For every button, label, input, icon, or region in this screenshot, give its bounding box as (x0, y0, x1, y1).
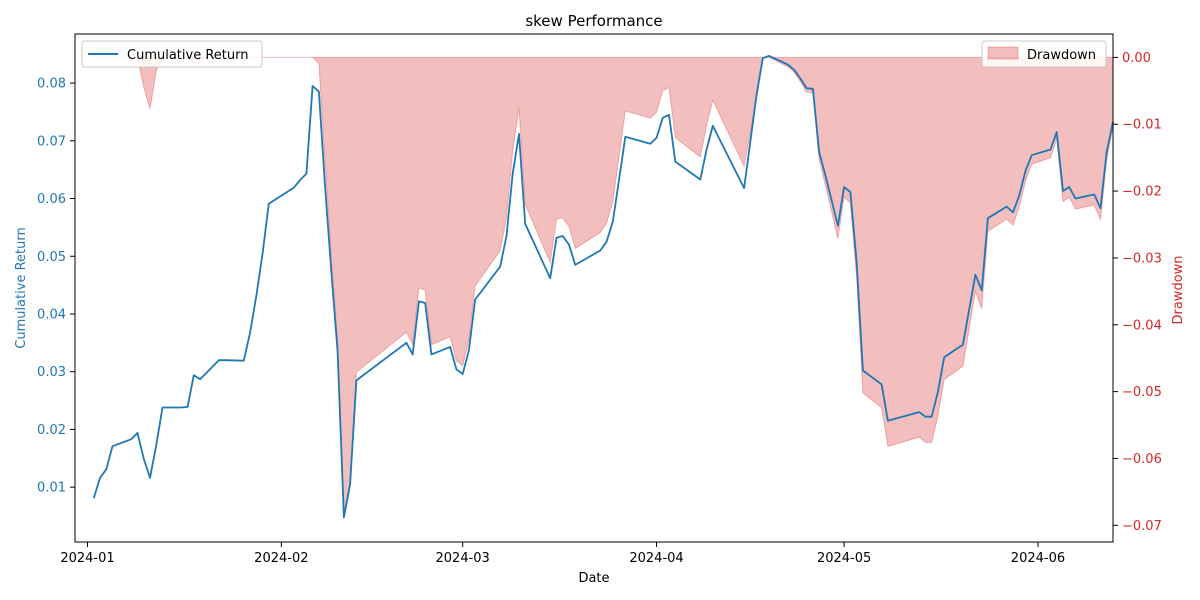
x-tick-label: 2024-03 (436, 551, 490, 566)
y-left-tick-label: 0.02 (37, 423, 66, 438)
legend-drawdown: Drawdown (981, 40, 1107, 68)
y-right-tick-label: 0.00 (1122, 51, 1151, 66)
y-axis-right: 0.00 −0.01 −0.02 −0.03 −0.04 −0.05 −0.06 −0.07 (1113, 51, 1162, 534)
legend-label: Drawdown (1027, 48, 1096, 63)
y-right-tick-label: −0.03 (1122, 251, 1162, 266)
x-axis: 2024-01 2024-02 2024-03 2024-04 2024-05 2024-… (60, 542, 1065, 566)
y-axis-left-label: Cumulative Return (14, 227, 29, 348)
y-left-tick-label: 0.03 (37, 365, 66, 380)
y-left-tick-label: 0.06 (37, 192, 66, 207)
x-axis-label: Date (578, 571, 609, 586)
x-tick-label: 2024-04 (629, 551, 683, 566)
y-left-tick-label: 0.04 (37, 307, 66, 322)
y-right-tick-label: −0.02 (1122, 185, 1162, 200)
x-tick-label: 2024-01 (60, 551, 114, 566)
legend-label: Cumulative Return (127, 48, 248, 63)
cumulative-return-line (92, 55, 1114, 519)
chart-title: skew Performance (525, 12, 662, 30)
legend-box (981, 40, 1107, 68)
y-right-tick-label: −0.04 (1122, 318, 1162, 333)
y-right-tick-label: −0.01 (1122, 118, 1162, 133)
y-left-tick-label: 0.05 (37, 250, 66, 265)
x-tick-label: 2024-02 (254, 551, 308, 566)
y-left-tick-label: 0.07 (37, 134, 66, 149)
y-axis-left: 0.01 0.02 0.03 0.04 0.05 0.06 0.07 0.08 (37, 77, 75, 496)
legend-fill-swatch (987, 46, 1019, 60)
plot-frame (74, 33, 1114, 543)
y-left-tick-label: 0.01 (37, 481, 66, 496)
y-right-tick-label: −0.07 (1122, 519, 1162, 534)
y-left-tick-label: 0.08 (37, 77, 66, 92)
y-axis-right-label: Drawdown (1171, 255, 1186, 324)
y-right-tick-label: −0.05 (1122, 385, 1162, 400)
legend-cumulative-return: Cumulative Return (81, 40, 263, 68)
x-tick-label: 2024-06 (1011, 551, 1065, 566)
y-right-tick-label: −0.06 (1122, 452, 1162, 467)
x-tick-label: 2024-05 (817, 551, 871, 566)
plot-area (92, 55, 1114, 519)
legend-box (81, 40, 263, 68)
